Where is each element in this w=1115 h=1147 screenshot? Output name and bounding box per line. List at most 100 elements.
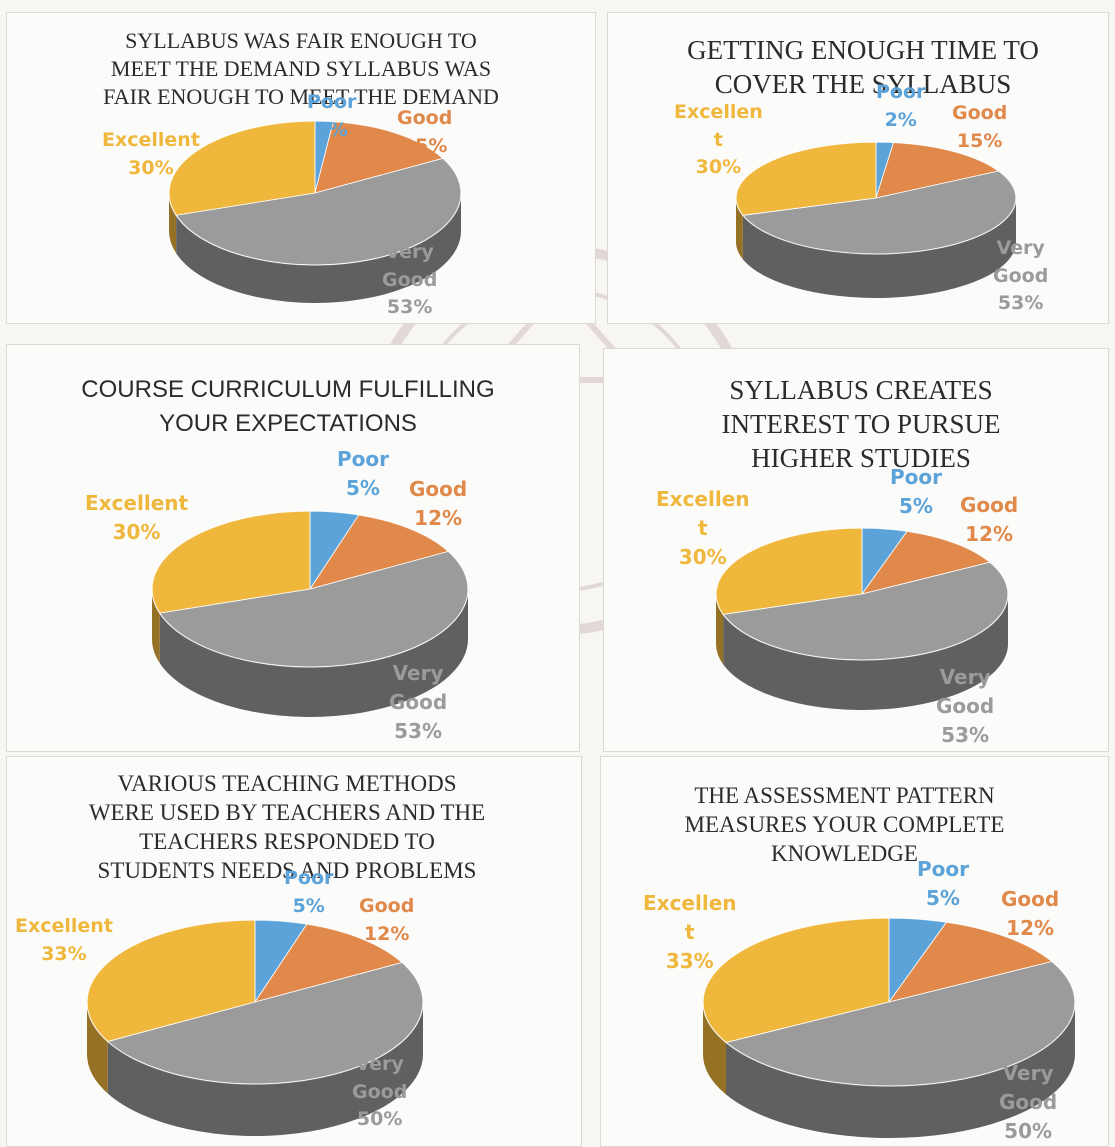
pie-side-excellent — [169, 193, 177, 254]
slice-label-line: Good — [382, 268, 438, 291]
slice-label-good: Good 12% — [960, 491, 1018, 549]
pie-side-excellent — [87, 1002, 108, 1094]
slice-label-line: Very — [1002, 1061, 1054, 1085]
slice-label-excellent: Excellent 30% — [85, 489, 188, 547]
chart-title: VARIOUS TEACHING METHODS WERE USED BY TE… — [88, 771, 486, 883]
chart-title: COURSE CURRICULUM FULFILLING YOUR EXPECT… — [81, 376, 495, 437]
slice-label-line: 5% — [292, 894, 325, 917]
pie-chart — [715, 527, 1009, 710]
pie-chart — [702, 917, 1076, 1138]
chart-panel-enough-time: GETTING ENOUGH TIME TO COVER THE SYLLABU… — [607, 12, 1109, 324]
pie-slice-good — [875, 142, 1000, 199]
slice-label-excellent: Excellen t 30% — [674, 99, 763, 182]
slice-label-line: 30% — [695, 156, 742, 179]
pie-side-very-good — [742, 198, 1016, 299]
slice-label-line: 53% — [997, 292, 1044, 315]
slice-label-very-good: Very Good 53% — [389, 659, 447, 746]
pie-slice-excellent — [86, 919, 256, 1042]
slice-label-line: t — [684, 920, 695, 944]
slice-label-line: t — [697, 516, 708, 540]
slice-label-line: 33% — [41, 942, 87, 965]
slice-label-line: Good — [952, 102, 1008, 124]
pie-chart — [735, 141, 1017, 299]
slice-label-line: Excellen — [674, 101, 763, 123]
pie-slice-excellent — [715, 527, 863, 615]
slice-label-line: 30% — [128, 156, 174, 179]
slice-label-line: 30% — [678, 545, 727, 569]
slice-label-line: Poor — [890, 465, 943, 489]
pie-rim-highlight — [735, 141, 1017, 255]
pie-slice-excellent — [702, 917, 890, 1043]
pie-slice-very-good — [725, 961, 1076, 1087]
slice-label-line: 12% — [965, 522, 1014, 546]
pie-side-very-good — [159, 589, 468, 717]
slice-label-line: Very — [355, 1053, 404, 1075]
slice-label-line: Good — [397, 107, 453, 129]
slice-label-line: 2% — [315, 118, 348, 141]
slice-label-line: Good — [409, 477, 468, 501]
slice-label-line: Good — [936, 694, 995, 718]
slice-label-very-good: Very Good 53% — [382, 239, 437, 322]
pie-side-excellent — [703, 1002, 727, 1095]
chart-panel-curriculum: COURSE CURRICULUM FULFILLING YOUR EXPECT… — [6, 344, 580, 752]
chart-panel-syllabus-fair: SYLLABUS WAS FAIR ENOUGH TO MEET THE DEM… — [6, 12, 596, 324]
slice-label-excellent: Excellent 30% — [102, 127, 200, 182]
slice-label-excellent: Excellen t 30% — [656, 485, 750, 572]
pie-slice-excellent — [168, 120, 316, 216]
slice-label-line: 12% — [1006, 916, 1055, 940]
pie-slice-excellent — [151, 510, 311, 614]
chart-title: GETTING ENOUGH TIME TO COVER THE SYLLABU… — [687, 35, 1039, 99]
pie-side-walls — [716, 594, 1008, 710]
slice-label-line: 33% — [665, 949, 714, 973]
pie-slice-good — [888, 921, 1053, 1003]
slice-label-line: 50% — [1004, 1119, 1053, 1143]
slice-label-line: Poor — [337, 447, 390, 471]
pie-chart — [168, 120, 462, 303]
slice-label-line: Poor — [307, 91, 357, 113]
pie-side-walls — [703, 1002, 1075, 1138]
slice-label-good: Good 15% — [397, 105, 452, 160]
pie-side-walls — [87, 1002, 423, 1136]
slice-label-poor: Poor 2% — [307, 89, 356, 144]
slice-label-line: 53% — [394, 719, 443, 743]
slice-label-line: Excellent — [102, 129, 200, 151]
slice-label-line: Excellen — [643, 891, 737, 915]
slice-label-very-good: Very Good 53% — [993, 235, 1048, 318]
chart-panel-syllabus-interest: SYLLABUS CREATES INTEREST TO PURSUE HIGH… — [603, 348, 1109, 752]
pie-slice-very-good — [742, 170, 1017, 255]
slice-label-line: 5% — [346, 476, 380, 500]
slice-label-poor: Poor 2% — [876, 79, 925, 134]
pie-slice-good — [309, 514, 450, 590]
slice-label-line: 12% — [414, 506, 463, 530]
pie-side-very-good — [726, 1002, 1075, 1138]
pie-rim-highlight — [715, 527, 1009, 661]
slice-label-line: 15% — [401, 134, 448, 157]
pie-slice-very-good — [722, 561, 1009, 661]
slice-label-line: 5% — [899, 494, 933, 518]
slice-label-good: Good 12% — [359, 893, 414, 948]
slice-label-line: 30% — [112, 520, 161, 544]
slice-label-very-good: Very Good 53% — [936, 663, 994, 750]
slice-label-poor: Poor 5% — [284, 865, 333, 920]
pie-slice-very-good — [106, 962, 424, 1085]
slice-label-line: Very — [385, 241, 434, 263]
slice-label-line: Excellent — [15, 915, 113, 937]
slice-label-line: Good — [993, 264, 1049, 287]
pie-slice-good — [254, 923, 404, 1003]
slice-label-line: Poor — [917, 857, 970, 881]
slice-label-poor: Poor 5% — [890, 463, 942, 521]
chart-title: SYLLABUS WAS FAIR ENOUGH TO MEET THE DEM… — [103, 28, 499, 109]
slice-label-excellent: Excellen t 33% — [643, 889, 737, 976]
pie-side-walls — [169, 193, 462, 303]
pie-rim-highlight — [168, 120, 462, 266]
pie-side-walls — [152, 589, 468, 717]
slice-label-line: Poor — [284, 867, 334, 889]
slice-label-line: Excellen — [656, 487, 750, 511]
pie-slice-very-good — [175, 157, 462, 266]
slice-label-poor: Poor 5% — [917, 855, 969, 913]
slice-label-line: t — [713, 128, 723, 151]
pie-rim-highlight — [86, 919, 424, 1085]
slice-label-good: Good 12% — [409, 475, 467, 533]
pie-side-very-good — [723, 594, 1008, 710]
slice-label-line: Excellent — [85, 491, 189, 515]
